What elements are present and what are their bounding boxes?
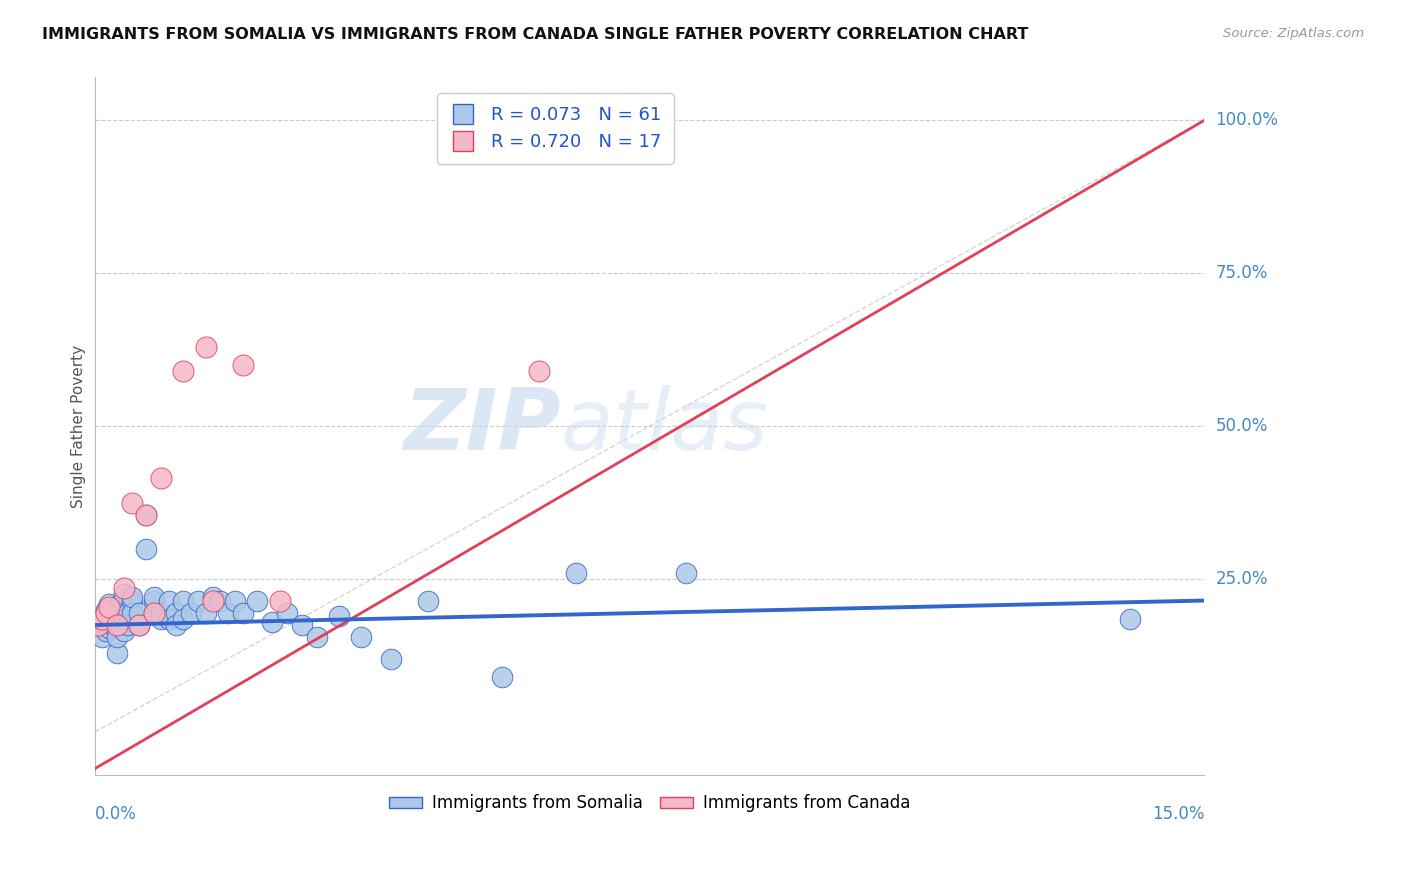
Y-axis label: Single Father Poverty: Single Father Poverty	[72, 344, 86, 508]
Point	[94, 624, 117, 639]
Point	[328, 608, 350, 623]
Point	[232, 606, 254, 620]
Point	[128, 618, 150, 632]
Point	[98, 608, 121, 623]
Point	[91, 612, 114, 626]
Point	[262, 615, 284, 629]
Point	[194, 340, 217, 354]
Point	[94, 603, 117, 617]
Point	[165, 618, 187, 632]
Point	[180, 606, 202, 620]
Point	[416, 593, 439, 607]
Point	[564, 566, 586, 580]
Point	[276, 606, 298, 620]
Point	[150, 606, 173, 620]
Point	[121, 606, 143, 620]
Point	[91, 630, 114, 644]
Point	[150, 471, 173, 485]
Point	[269, 593, 291, 607]
Point	[91, 612, 114, 626]
Point	[121, 593, 143, 607]
Text: 15.0%: 15.0%	[1152, 805, 1205, 823]
Point	[105, 646, 128, 660]
Point	[157, 612, 180, 626]
Point	[112, 612, 135, 626]
Point	[350, 630, 373, 644]
Text: ZIP: ZIP	[404, 384, 561, 467]
Text: 75.0%: 75.0%	[1216, 264, 1268, 282]
Point	[224, 593, 246, 607]
Legend: Immigrants from Somalia, Immigrants from Canada: Immigrants from Somalia, Immigrants from…	[382, 788, 917, 819]
Point	[135, 541, 157, 556]
Point	[150, 612, 173, 626]
Point	[87, 618, 110, 632]
Point	[142, 606, 165, 620]
Point	[209, 593, 232, 607]
Point	[527, 364, 550, 378]
Point	[112, 587, 135, 601]
Point	[98, 621, 121, 635]
Point	[187, 593, 209, 607]
Point	[172, 593, 194, 607]
Text: IMMIGRANTS FROM SOMALIA VS IMMIGRANTS FROM CANADA SINGLE FATHER POVERTY CORRELAT: IMMIGRANTS FROM SOMALIA VS IMMIGRANTS FR…	[42, 27, 1029, 42]
Point	[194, 606, 217, 620]
Point	[128, 606, 150, 620]
Point	[94, 606, 117, 620]
Point	[305, 630, 328, 644]
Point	[101, 618, 124, 632]
Point	[117, 618, 139, 632]
Point	[128, 618, 150, 632]
Point	[675, 566, 697, 580]
Point	[165, 606, 187, 620]
Text: Source: ZipAtlas.com: Source: ZipAtlas.com	[1223, 27, 1364, 40]
Point	[232, 358, 254, 372]
Point	[110, 618, 132, 632]
Point	[112, 582, 135, 596]
Point	[105, 630, 128, 644]
Point	[491, 670, 513, 684]
Point	[172, 364, 194, 378]
Point	[112, 624, 135, 639]
Point	[157, 593, 180, 607]
Point	[128, 618, 150, 632]
Point	[1119, 612, 1142, 626]
Point	[246, 593, 269, 607]
Point	[117, 606, 139, 620]
Point	[380, 651, 402, 665]
Point	[98, 597, 121, 611]
Point	[142, 591, 165, 605]
Point	[142, 593, 165, 607]
Point	[135, 508, 157, 522]
Text: atlas: atlas	[561, 384, 769, 467]
Text: 50.0%: 50.0%	[1216, 417, 1268, 435]
Point	[201, 593, 224, 607]
Point	[142, 606, 165, 620]
Point	[135, 508, 157, 522]
Point	[105, 612, 128, 626]
Point	[98, 599, 121, 614]
Point	[291, 618, 314, 632]
Point	[105, 618, 128, 632]
Text: 100.0%: 100.0%	[1216, 112, 1278, 129]
Point	[110, 597, 132, 611]
Point	[101, 606, 124, 620]
Text: 25.0%: 25.0%	[1216, 570, 1268, 588]
Text: 0.0%: 0.0%	[94, 805, 136, 823]
Point	[121, 496, 143, 510]
Point	[172, 612, 194, 626]
Point	[105, 599, 128, 614]
Point	[201, 591, 224, 605]
Point	[87, 618, 110, 632]
Point	[121, 591, 143, 605]
Point	[217, 606, 239, 620]
